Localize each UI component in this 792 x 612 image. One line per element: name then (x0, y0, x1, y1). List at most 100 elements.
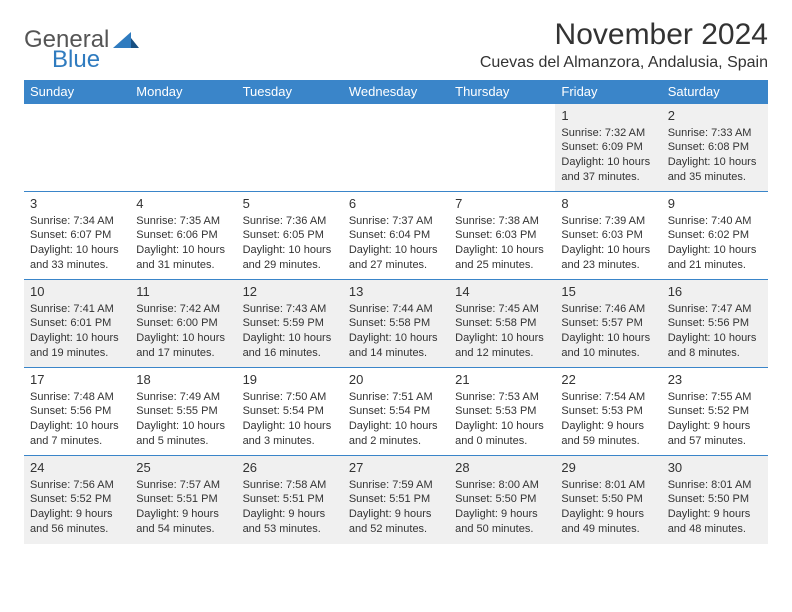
calendar-day-cell: 25Sunrise: 7:57 AMSunset: 5:51 PMDayligh… (130, 456, 236, 544)
calendar-day-cell: 24Sunrise: 7:56 AMSunset: 5:52 PMDayligh… (24, 456, 130, 544)
day-number: 21 (455, 371, 549, 389)
daylight-text: Daylight: 10 hours and 31 minutes. (136, 243, 230, 273)
sunrise-text: Sunrise: 7:58 AM (243, 478, 337, 493)
day-number: 7 (455, 195, 549, 213)
calendar-day-cell: 19Sunrise: 7:50 AMSunset: 5:54 PMDayligh… (237, 368, 343, 456)
sunset-text: Sunset: 5:50 PM (561, 492, 655, 507)
sunset-text: Sunset: 6:01 PM (30, 316, 124, 331)
calendar-day-cell: 1Sunrise: 7:32 AMSunset: 6:09 PMDaylight… (555, 104, 661, 192)
calendar-day-cell: 12Sunrise: 7:43 AMSunset: 5:59 PMDayligh… (237, 280, 343, 368)
sunrise-text: Sunrise: 7:42 AM (136, 302, 230, 317)
sunset-text: Sunset: 5:58 PM (349, 316, 443, 331)
daylight-text: Daylight: 10 hours and 23 minutes. (561, 243, 655, 273)
calendar-day-cell: 15Sunrise: 7:46 AMSunset: 5:57 PMDayligh… (555, 280, 661, 368)
calendar-day-cell: 30Sunrise: 8:01 AMSunset: 5:50 PMDayligh… (662, 456, 768, 544)
calendar-day-cell: 3Sunrise: 7:34 AMSunset: 6:07 PMDaylight… (24, 192, 130, 280)
sunset-text: Sunset: 5:56 PM (30, 404, 124, 419)
sunset-text: Sunset: 5:50 PM (455, 492, 549, 507)
day-number: 4 (136, 195, 230, 213)
day-number: 23 (668, 371, 762, 389)
calendar-day-cell: 17Sunrise: 7:48 AMSunset: 5:56 PMDayligh… (24, 368, 130, 456)
calendar-week-row: 1Sunrise: 7:32 AMSunset: 6:09 PMDaylight… (24, 104, 768, 192)
sunrise-text: Sunrise: 7:46 AM (561, 302, 655, 317)
daylight-text: Daylight: 10 hours and 16 minutes. (243, 331, 337, 361)
daylight-text: Daylight: 9 hours and 59 minutes. (561, 419, 655, 449)
weekday-header: Tuesday (237, 80, 343, 104)
sunset-text: Sunset: 5:57 PM (561, 316, 655, 331)
sunset-text: Sunset: 5:53 PM (561, 404, 655, 419)
day-number: 13 (349, 283, 443, 301)
sunrise-text: Sunrise: 7:54 AM (561, 390, 655, 405)
day-number: 17 (30, 371, 124, 389)
sunset-text: Sunset: 5:59 PM (243, 316, 337, 331)
calendar-day-cell: 7Sunrise: 7:38 AMSunset: 6:03 PMDaylight… (449, 192, 555, 280)
sunset-text: Sunset: 5:58 PM (455, 316, 549, 331)
daylight-text: Daylight: 10 hours and 3 minutes. (243, 419, 337, 449)
weekday-header-row: Sunday Monday Tuesday Wednesday Thursday… (24, 80, 768, 104)
daylight-text: Daylight: 10 hours and 12 minutes. (455, 331, 549, 361)
daylight-text: Daylight: 10 hours and 17 minutes. (136, 331, 230, 361)
weekday-header: Sunday (24, 80, 130, 104)
sunrise-text: Sunrise: 7:39 AM (561, 214, 655, 229)
sunrise-text: Sunrise: 7:51 AM (349, 390, 443, 405)
calendar-day-cell: 8Sunrise: 7:39 AMSunset: 6:03 PMDaylight… (555, 192, 661, 280)
day-number: 14 (455, 283, 549, 301)
weekday-header: Thursday (449, 80, 555, 104)
sunset-text: Sunset: 6:04 PM (349, 228, 443, 243)
calendar-table: Sunday Monday Tuesday Wednesday Thursday… (24, 80, 768, 544)
calendar-week-row: 24Sunrise: 7:56 AMSunset: 5:52 PMDayligh… (24, 456, 768, 544)
calendar-day-cell: 23Sunrise: 7:55 AMSunset: 5:52 PMDayligh… (662, 368, 768, 456)
sunset-text: Sunset: 5:52 PM (668, 404, 762, 419)
sunset-text: Sunset: 5:51 PM (136, 492, 230, 507)
sunset-text: Sunset: 5:51 PM (243, 492, 337, 507)
calendar-day-cell (449, 104, 555, 192)
sunrise-text: Sunrise: 7:55 AM (668, 390, 762, 405)
sunrise-text: Sunrise: 7:59 AM (349, 478, 443, 493)
calendar-day-cell: 18Sunrise: 7:49 AMSunset: 5:55 PMDayligh… (130, 368, 236, 456)
calendar-day-cell: 28Sunrise: 8:00 AMSunset: 5:50 PMDayligh… (449, 456, 555, 544)
daylight-text: Daylight: 10 hours and 35 minutes. (668, 155, 762, 185)
sunset-text: Sunset: 6:05 PM (243, 228, 337, 243)
day-number: 2 (668, 107, 762, 125)
calendar-day-cell: 26Sunrise: 7:58 AMSunset: 5:51 PMDayligh… (237, 456, 343, 544)
daylight-text: Daylight: 10 hours and 7 minutes. (30, 419, 124, 449)
daylight-text: Daylight: 9 hours and 54 minutes. (136, 507, 230, 537)
calendar-day-cell: 29Sunrise: 8:01 AMSunset: 5:50 PMDayligh… (555, 456, 661, 544)
sunrise-text: Sunrise: 7:45 AM (455, 302, 549, 317)
sunrise-text: Sunrise: 8:01 AM (561, 478, 655, 493)
calendar-day-cell: 16Sunrise: 7:47 AMSunset: 5:56 PMDayligh… (662, 280, 768, 368)
daylight-text: Daylight: 10 hours and 14 minutes. (349, 331, 443, 361)
sunset-text: Sunset: 5:54 PM (349, 404, 443, 419)
sunrise-text: Sunrise: 8:01 AM (668, 478, 762, 493)
daylight-text: Daylight: 10 hours and 8 minutes. (668, 331, 762, 361)
sunrise-text: Sunrise: 7:38 AM (455, 214, 549, 229)
daylight-text: Daylight: 9 hours and 52 minutes. (349, 507, 443, 537)
sunset-text: Sunset: 5:52 PM (30, 492, 124, 507)
sunrise-text: Sunrise: 7:53 AM (455, 390, 549, 405)
calendar-day-cell: 20Sunrise: 7:51 AMSunset: 5:54 PMDayligh… (343, 368, 449, 456)
logo-triangle-icon (113, 28, 139, 53)
day-number: 8 (561, 195, 655, 213)
daylight-text: Daylight: 10 hours and 33 minutes. (30, 243, 124, 273)
day-number: 10 (30, 283, 124, 301)
day-number: 24 (30, 459, 124, 477)
header: General November 2024 Cuevas del Almanzo… (24, 18, 768, 72)
daylight-text: Daylight: 9 hours and 53 minutes. (243, 507, 337, 537)
day-number: 11 (136, 283, 230, 301)
sunset-text: Sunset: 6:09 PM (561, 140, 655, 155)
sunset-text: Sunset: 5:55 PM (136, 404, 230, 419)
sunset-text: Sunset: 5:53 PM (455, 404, 549, 419)
calendar-day-cell (24, 104, 130, 192)
daylight-text: Daylight: 10 hours and 37 minutes. (561, 155, 655, 185)
day-number: 27 (349, 459, 443, 477)
calendar-body: 1Sunrise: 7:32 AMSunset: 6:09 PMDaylight… (24, 104, 768, 544)
daylight-text: Daylight: 10 hours and 25 minutes. (455, 243, 549, 273)
daylight-text: Daylight: 10 hours and 19 minutes. (30, 331, 124, 361)
day-number: 16 (668, 283, 762, 301)
weekday-header: Wednesday (343, 80, 449, 104)
calendar-day-cell: 2Sunrise: 7:33 AMSunset: 6:08 PMDaylight… (662, 104, 768, 192)
sunset-text: Sunset: 5:56 PM (668, 316, 762, 331)
daylight-text: Daylight: 9 hours and 50 minutes. (455, 507, 549, 537)
day-number: 26 (243, 459, 337, 477)
sunrise-text: Sunrise: 8:00 AM (455, 478, 549, 493)
